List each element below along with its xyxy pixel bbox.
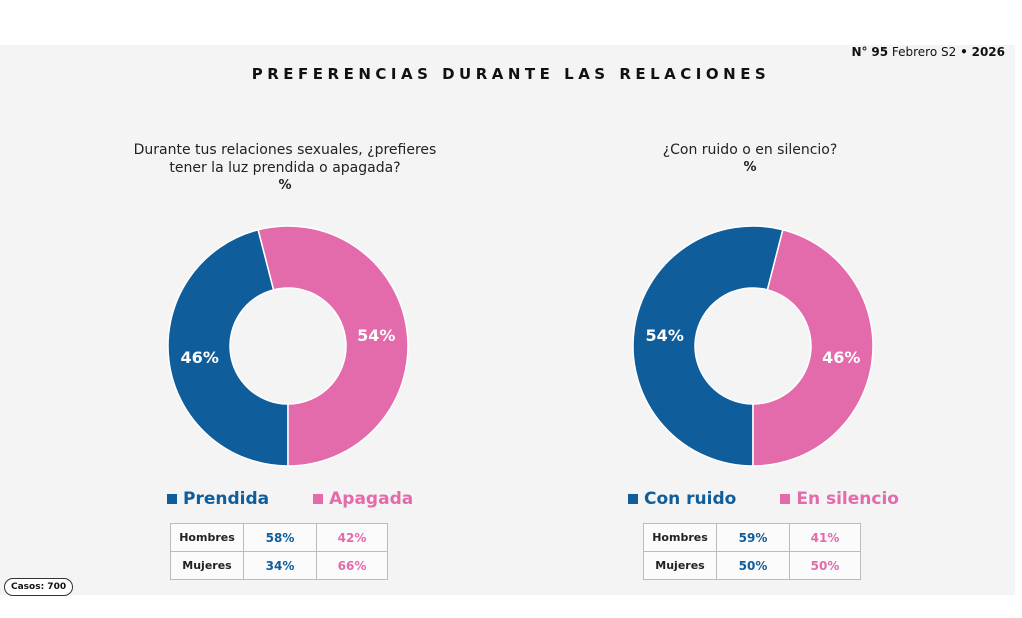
chart-1-legend: Prendida Apagada <box>167 489 413 509</box>
chart-2-title-line1: ¿Con ruido o en silencio? <box>662 142 838 158</box>
donut-chart-luz: 46% 54% <box>167 225 409 467</box>
chart-1-title-line2: tener la luz prendida o apagada? <box>169 160 401 176</box>
cell-blue: 58% <box>243 523 317 552</box>
chart-2-legend: Con ruido En silencio <box>628 489 899 509</box>
donut-slice-con-ruido <box>632 225 784 467</box>
table-row: Mujeres 50% 50% <box>643 551 861 580</box>
row-label: Mujeres <box>643 551 717 580</box>
legend-item-con-ruido: Con ruido <box>628 489 736 509</box>
legend-label: En silencio <box>796 489 899 509</box>
donut-chart-ruido: 54% 46% <box>632 225 874 467</box>
cell-pink: 41% <box>789 523 861 552</box>
legend-item-en-silencio: En silencio <box>780 489 899 509</box>
legend-label: Con ruido <box>644 489 737 509</box>
legend-swatch-pink <box>780 494 791 504</box>
row-label: Hombres <box>643 523 717 552</box>
donut-data-label: 54% <box>357 326 395 345</box>
chart-2-title: ¿Con ruido o en silencio? % <box>600 141 900 177</box>
legend-label: Prendida <box>183 489 270 509</box>
legend-swatch-blue <box>167 494 177 504</box>
page-title: PREFERENCIAS DURANTE LAS RELACIONES <box>251 65 771 83</box>
row-label: Mujeres <box>170 551 244 580</box>
chart-2-breakdown-table: Hombres 59% 41% Mujeres 50% 50% <box>643 523 861 580</box>
donut-data-label: 46% <box>181 348 219 367</box>
donut-slice-prendida <box>167 228 289 467</box>
cell-pink: 50% <box>789 551 861 580</box>
issue-number: 95 <box>871 45 889 59</box>
legend-swatch-pink <box>313 494 324 504</box>
issue-info: N° 95 Febrero S2 • 2026 <box>851 45 1005 59</box>
issue-prefix: N° <box>851 45 868 59</box>
donut-slice-en-silencio <box>752 228 874 467</box>
legend-item-apagada: Apagada <box>313 489 413 509</box>
table-row: Hombres 58% 42% <box>170 523 388 552</box>
cell-blue: 34% <box>243 551 317 580</box>
chart-2-unit: % <box>743 160 757 175</box>
cell-pink: 42% <box>316 523 388 552</box>
row-label: Hombres <box>170 523 244 552</box>
legend-swatch-blue <box>628 494 638 504</box>
donut-slice-apagada <box>257 225 409 467</box>
legend-item-prendida: Prendida <box>167 489 269 509</box>
issue-separator: • <box>960 45 968 59</box>
cell-blue: 50% <box>716 551 790 580</box>
donut-data-label: 54% <box>646 326 684 345</box>
legend-label: Apagada <box>329 489 414 509</box>
donut-data-label: 46% <box>822 348 860 367</box>
cell-blue: 59% <box>716 523 790 552</box>
chart-1-title: Durante tus relaciones sexuales, ¿prefie… <box>95 141 475 195</box>
issue-period: Febrero S2 <box>891 45 957 59</box>
table-row: Hombres 59% 41% <box>643 523 861 552</box>
chart-1-breakdown-table: Hombres 58% 42% Mujeres 34% 66% <box>170 523 388 580</box>
table-row: Mujeres 34% 66% <box>170 551 388 580</box>
cell-pink: 66% <box>316 551 388 580</box>
chart-1-title-line1: Durante tus relaciones sexuales, ¿prefie… <box>133 142 437 158</box>
slide: N° 95 Febrero S2 • 2026 PREFERENCIAS DUR… <box>0 45 1015 596</box>
issue-year: 2026 <box>971 45 1005 59</box>
chart-1-unit: % <box>278 178 292 193</box>
cases-badge: Casos: 700 <box>4 578 74 596</box>
